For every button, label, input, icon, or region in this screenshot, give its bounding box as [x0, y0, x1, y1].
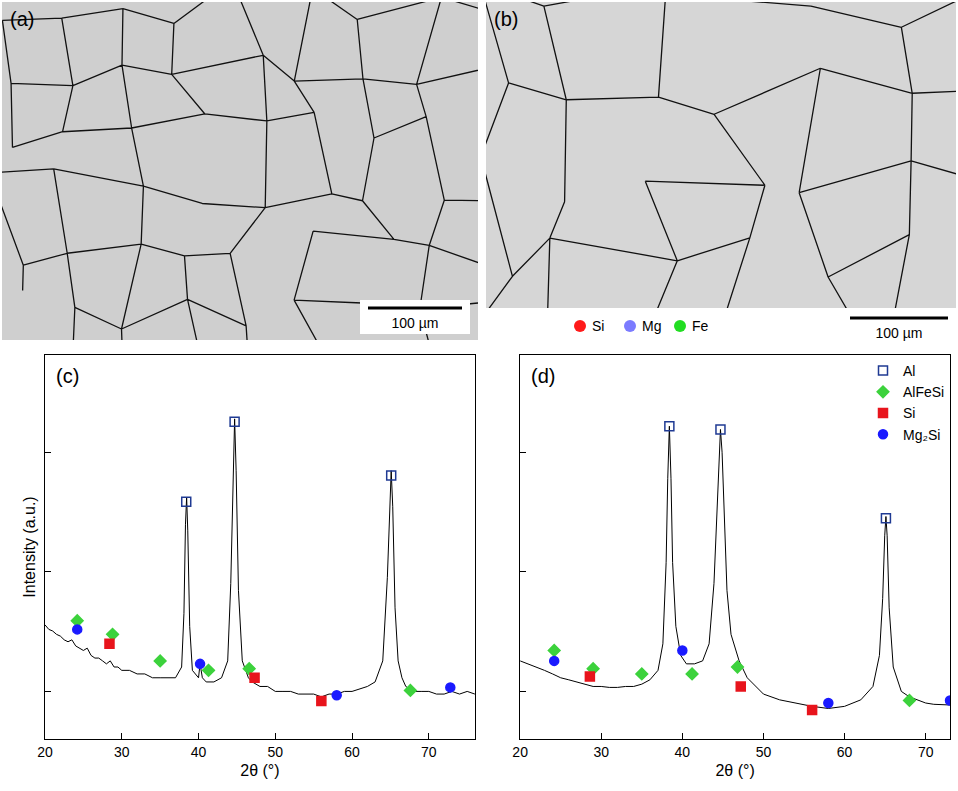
svg-text:AlFeSi: AlFeSi	[903, 384, 944, 400]
svg-text:30: 30	[593, 744, 609, 760]
svg-text:(a): (a)	[10, 8, 34, 30]
svg-text:70: 70	[918, 744, 934, 760]
svg-text:100 µm: 100 µm	[876, 325, 923, 341]
svg-text:(b): (b)	[494, 8, 518, 30]
svg-text:2θ (°): 2θ (°)	[715, 762, 754, 779]
svg-text:Intensity (a.u.): Intensity (a.u.)	[21, 496, 38, 597]
svg-text:20: 20	[512, 744, 528, 760]
svg-text:60: 60	[344, 744, 360, 760]
svg-text:50: 50	[268, 744, 284, 760]
svg-text:Mg₂Si: Mg₂Si	[903, 427, 940, 443]
svg-text:30: 30	[114, 744, 130, 760]
svg-text:40: 40	[191, 744, 207, 760]
svg-text:20: 20	[37, 744, 53, 760]
svg-text:Mg: Mg	[642, 318, 661, 334]
svg-text:(d): (d)	[531, 365, 555, 387]
svg-text:Fe: Fe	[692, 318, 709, 334]
svg-text:70: 70	[421, 744, 437, 760]
svg-text:40: 40	[675, 744, 691, 760]
svg-text:100 µm: 100 µm	[392, 315, 439, 331]
svg-text:Al: Al	[903, 363, 915, 379]
svg-text:Si: Si	[903, 405, 915, 421]
svg-text:50: 50	[756, 744, 772, 760]
svg-text:Si: Si	[592, 318, 604, 334]
svg-text:(c): (c)	[56, 365, 79, 387]
svg-text:2θ (°): 2θ (°)	[240, 762, 279, 779]
svg-text:60: 60	[837, 744, 853, 760]
